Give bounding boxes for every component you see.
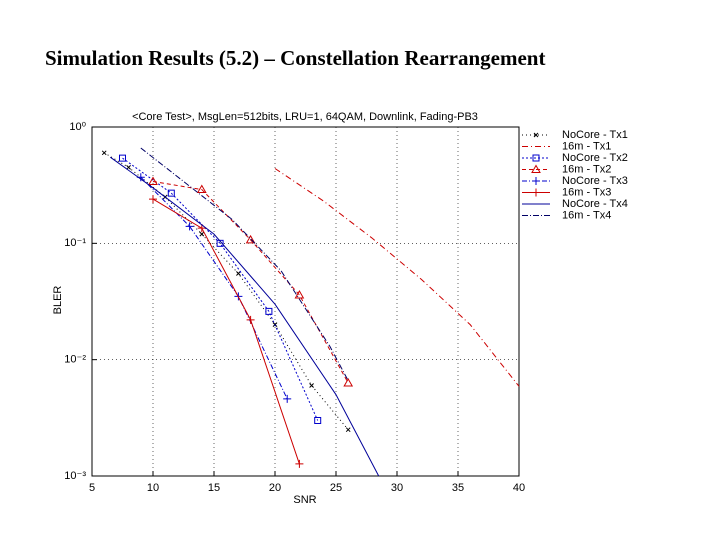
marker xyxy=(345,427,351,433)
marker xyxy=(314,416,322,424)
x-axis-label: SNR xyxy=(293,494,316,506)
plot-frame xyxy=(91,126,520,477)
marker xyxy=(216,239,224,247)
slide-title: Simulation Results (5.2) – Constellation… xyxy=(45,46,545,70)
legend-label: NoCore - Tx1 xyxy=(562,129,628,141)
marker xyxy=(295,459,304,468)
legend-label: NoCore - Tx4 xyxy=(562,198,628,210)
marker xyxy=(246,315,255,324)
marker xyxy=(197,224,206,233)
chart-title: <Core Test>, MsgLen=512bits, LRU=1, 64QA… xyxy=(132,111,478,123)
marker xyxy=(148,176,158,186)
series-line xyxy=(140,176,288,400)
series-line xyxy=(152,181,349,384)
marker xyxy=(167,189,175,197)
marker xyxy=(309,383,314,388)
legend-label: 16m - Tx1 xyxy=(562,140,611,152)
marker xyxy=(283,394,292,403)
x-tick-label: 10 xyxy=(147,482,159,494)
marker xyxy=(126,164,131,170)
marker xyxy=(531,164,541,173)
marker xyxy=(199,231,205,237)
marker xyxy=(196,184,207,194)
marker xyxy=(119,154,126,162)
x-tick-label: 15 xyxy=(208,482,220,494)
y-tick-label: 10⁻¹ xyxy=(64,237,86,249)
x-tick-label: 20 xyxy=(269,482,281,494)
y-tick-label: 10⁻² xyxy=(64,354,86,366)
y-tick-label: 10⁰ xyxy=(69,121,86,133)
marker xyxy=(343,378,354,387)
legend-label: 16m - Tx2 xyxy=(562,163,611,175)
series-line xyxy=(122,157,319,421)
x-tick-label: 25 xyxy=(330,482,342,494)
series-line xyxy=(110,156,380,477)
series-line xyxy=(152,198,300,465)
legend-label: 16m - Tx3 xyxy=(562,186,611,198)
legend-label: NoCore - Tx2 xyxy=(562,152,628,164)
marker xyxy=(532,188,540,197)
y-tick-label: 10⁻³ xyxy=(64,470,86,482)
series-line xyxy=(140,147,349,381)
legend-label: 16m - Tx4 xyxy=(562,209,611,221)
marker xyxy=(533,132,539,138)
x-tick-label: 5 xyxy=(89,482,95,494)
marker xyxy=(532,154,540,162)
series-line xyxy=(274,168,520,387)
x-tick-label: 35 xyxy=(452,482,464,494)
marker xyxy=(185,222,194,231)
y-axis-label: BLER xyxy=(52,286,64,315)
series-line xyxy=(103,152,349,431)
marker xyxy=(236,271,241,276)
marker xyxy=(101,150,107,156)
marker xyxy=(245,234,256,244)
marker xyxy=(265,307,273,315)
x-tick-label: 40 xyxy=(513,482,525,494)
marker xyxy=(149,195,157,204)
x-tick-label: 30 xyxy=(391,482,403,494)
marker xyxy=(294,289,305,299)
legend-label: NoCore - Tx3 xyxy=(562,175,628,187)
marker xyxy=(532,177,540,185)
